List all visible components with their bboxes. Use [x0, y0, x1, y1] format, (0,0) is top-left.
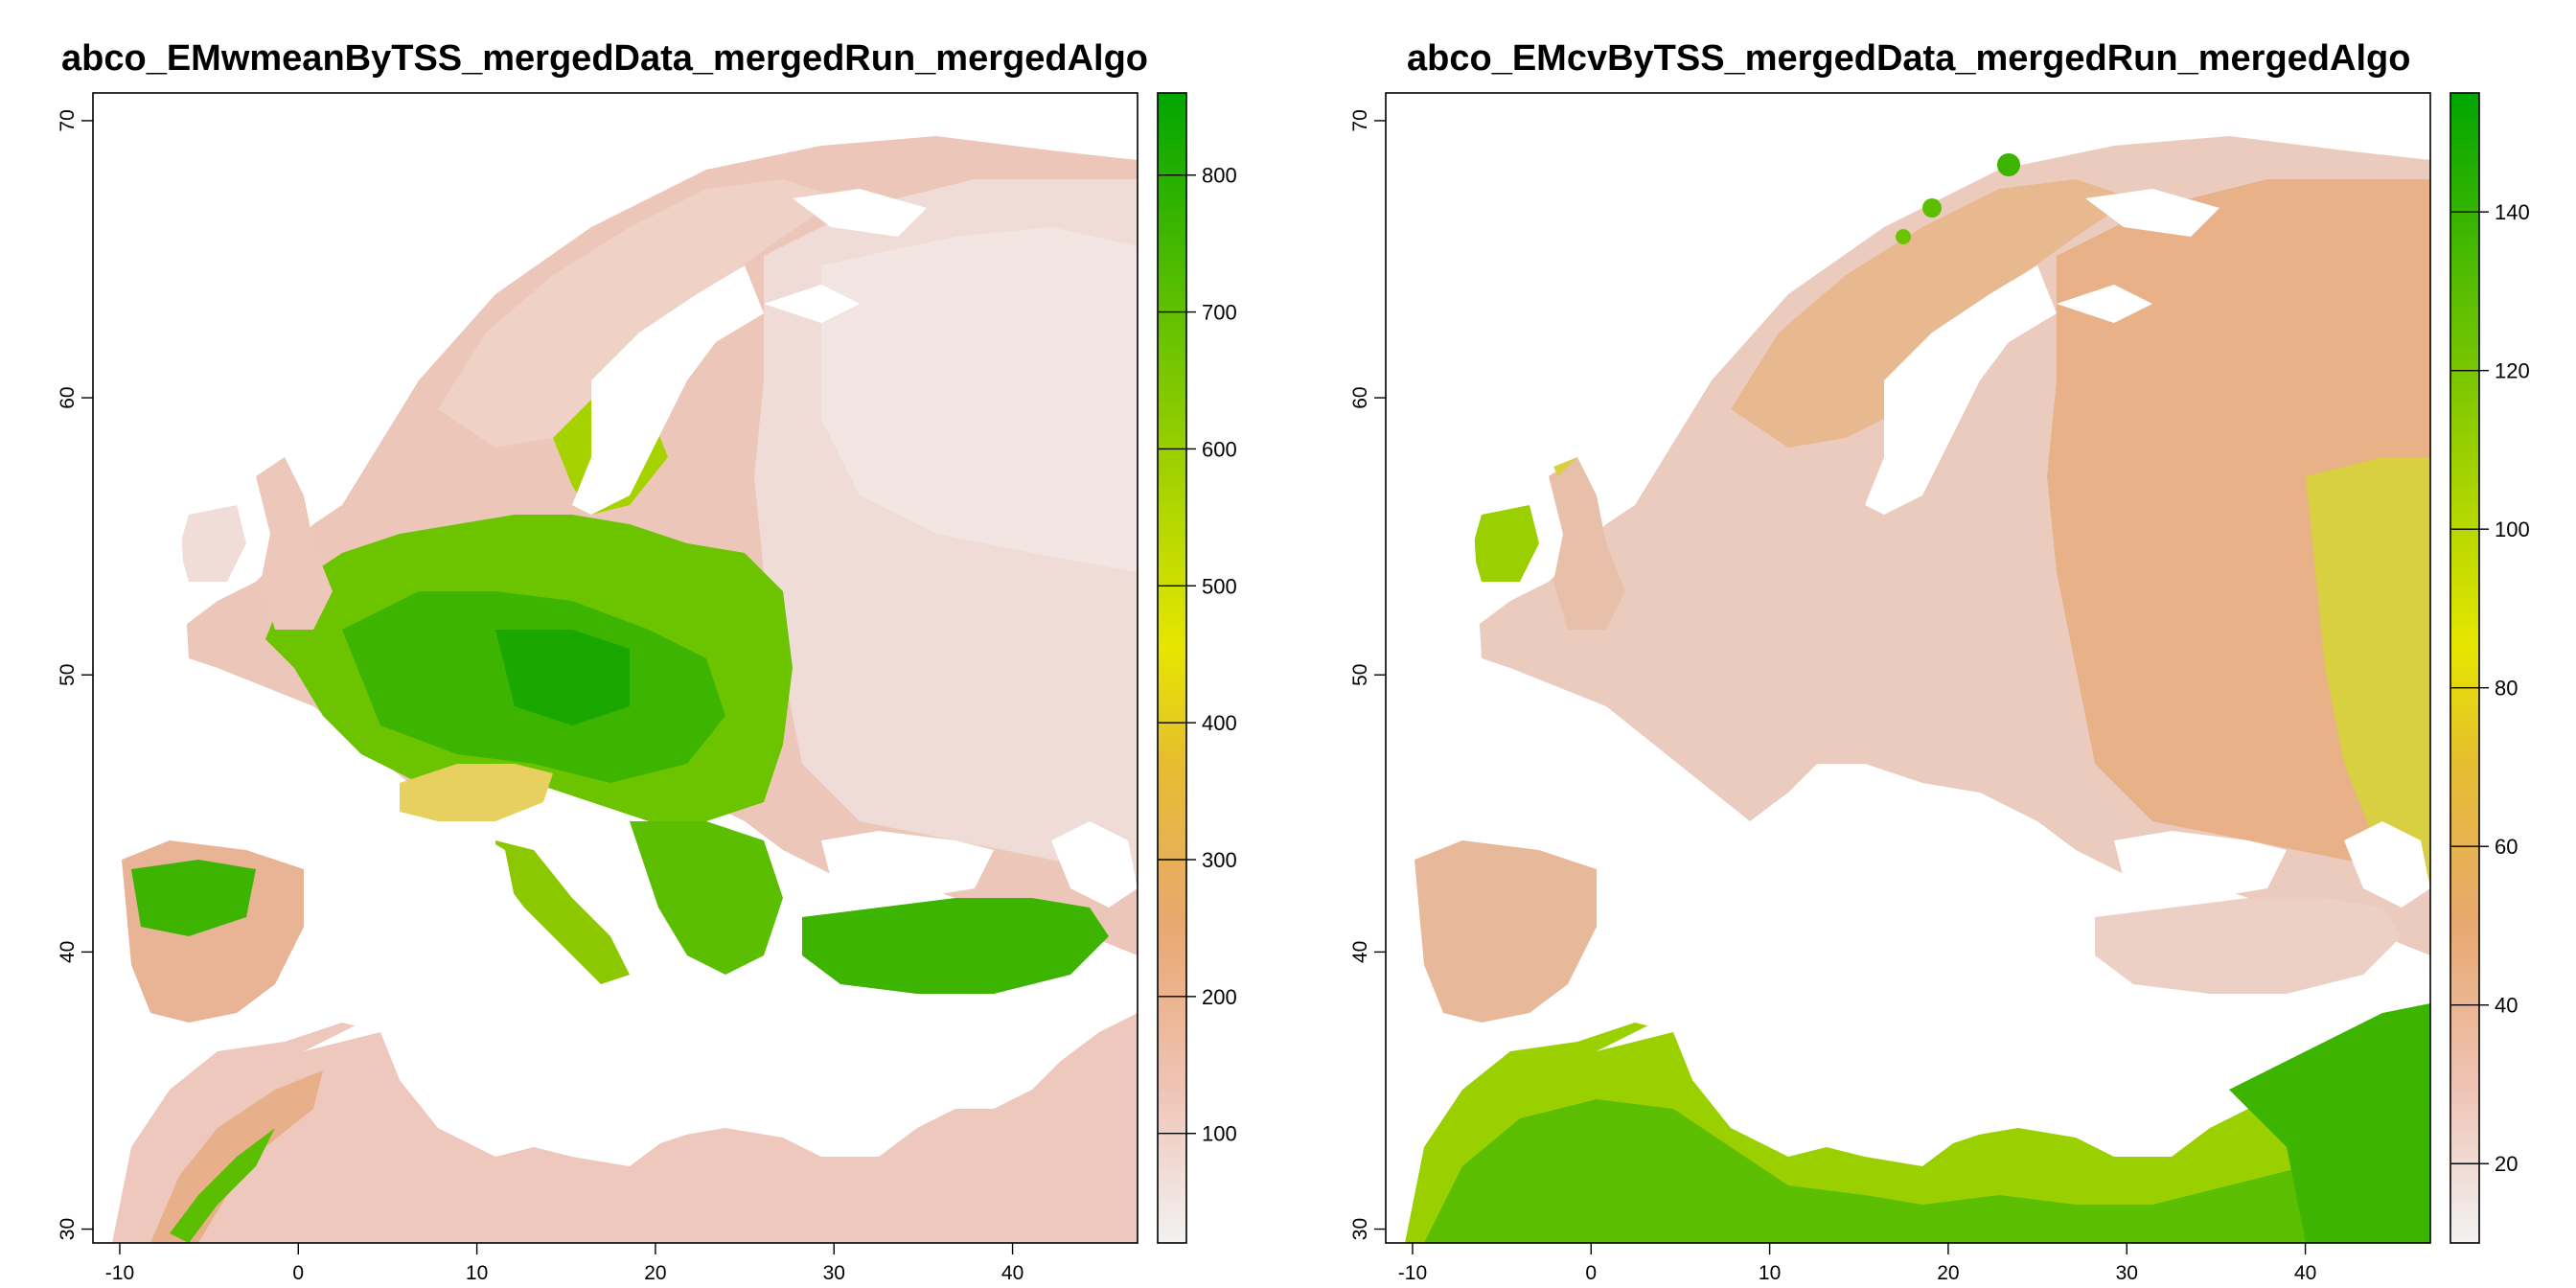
y-tick-label: 60 — [57, 386, 79, 408]
x-tick-label: 20 — [1937, 1262, 1959, 1284]
legend-tick-label: 120 — [2495, 359, 2530, 383]
y-tick-label: 50 — [57, 664, 79, 686]
x-tick-label: 30 — [823, 1262, 845, 1284]
legend-tick-label: 100 — [1202, 1122, 1237, 1146]
x-tick-label: 20 — [644, 1262, 666, 1284]
x-tick-label: 0 — [1585, 1262, 1597, 1284]
legend-tick-label: 800 — [1202, 164, 1237, 188]
x-tick-label: 10 — [1759, 1262, 1781, 1284]
panel-1-legend: 100 200 300 400 500 600 700 800 — [1157, 92, 1237, 1244]
x-tick-label: 0 — [292, 1262, 304, 1284]
y-tick-label: 50 — [1349, 664, 1371, 686]
legend-tick-label: 600 — [1202, 437, 1237, 461]
y-tick-label: 70 — [57, 109, 79, 131]
legend-tick-label: 300 — [1202, 848, 1237, 872]
legend-tick-label: 500 — [1202, 574, 1237, 598]
legend-tick-label: 200 — [1202, 985, 1237, 1009]
y-tick-label: 40 — [57, 941, 79, 963]
x-tick-label: 40 — [2294, 1262, 2316, 1284]
panel-1-title: abco_EMwmeanByTSS_mergedData_mergedRun_m… — [61, 38, 1148, 79]
y-tick-label: 60 — [1349, 386, 1371, 408]
panel-1-map: -10 0 10 20 30 40 30 40 50 60 70 — [57, 92, 1138, 1284]
legend-tick-label: 100 — [2495, 518, 2530, 541]
legend-tick-label: 40 — [2495, 994, 2518, 1018]
legend-tick-label: 80 — [2495, 677, 2518, 701]
legend-tick-label: 60 — [2495, 835, 2518, 859]
y-tick-label: 30 — [1349, 1218, 1371, 1240]
panel-2-legend: 20 40 60 80 100 120 140 — [2450, 92, 2530, 1244]
legend-tick-label: 20 — [2495, 1152, 2518, 1176]
panel-2-title: abco_EMcvByTSS_mergedData_mergedRun_merg… — [1407, 38, 2411, 79]
x-tick-label: -10 — [1398, 1262, 1427, 1284]
x-tick-label: 30 — [2116, 1262, 2138, 1284]
x-tick-label: 10 — [466, 1262, 488, 1284]
legend-tick-label: 700 — [1202, 301, 1237, 325]
legend-tick-label: 400 — [1202, 711, 1237, 735]
legend-tick-label: 140 — [2495, 200, 2530, 224]
y-tick-label: 70 — [1349, 109, 1371, 131]
x-tick-label: -10 — [105, 1262, 134, 1284]
y-tick-label: 40 — [1349, 941, 1371, 963]
y-tick-label: 30 — [57, 1218, 79, 1240]
x-tick-label: 40 — [1001, 1262, 1024, 1284]
panel-2-map: -10 0 10 20 30 40 30 40 50 60 70 — [1349, 92, 2431, 1284]
